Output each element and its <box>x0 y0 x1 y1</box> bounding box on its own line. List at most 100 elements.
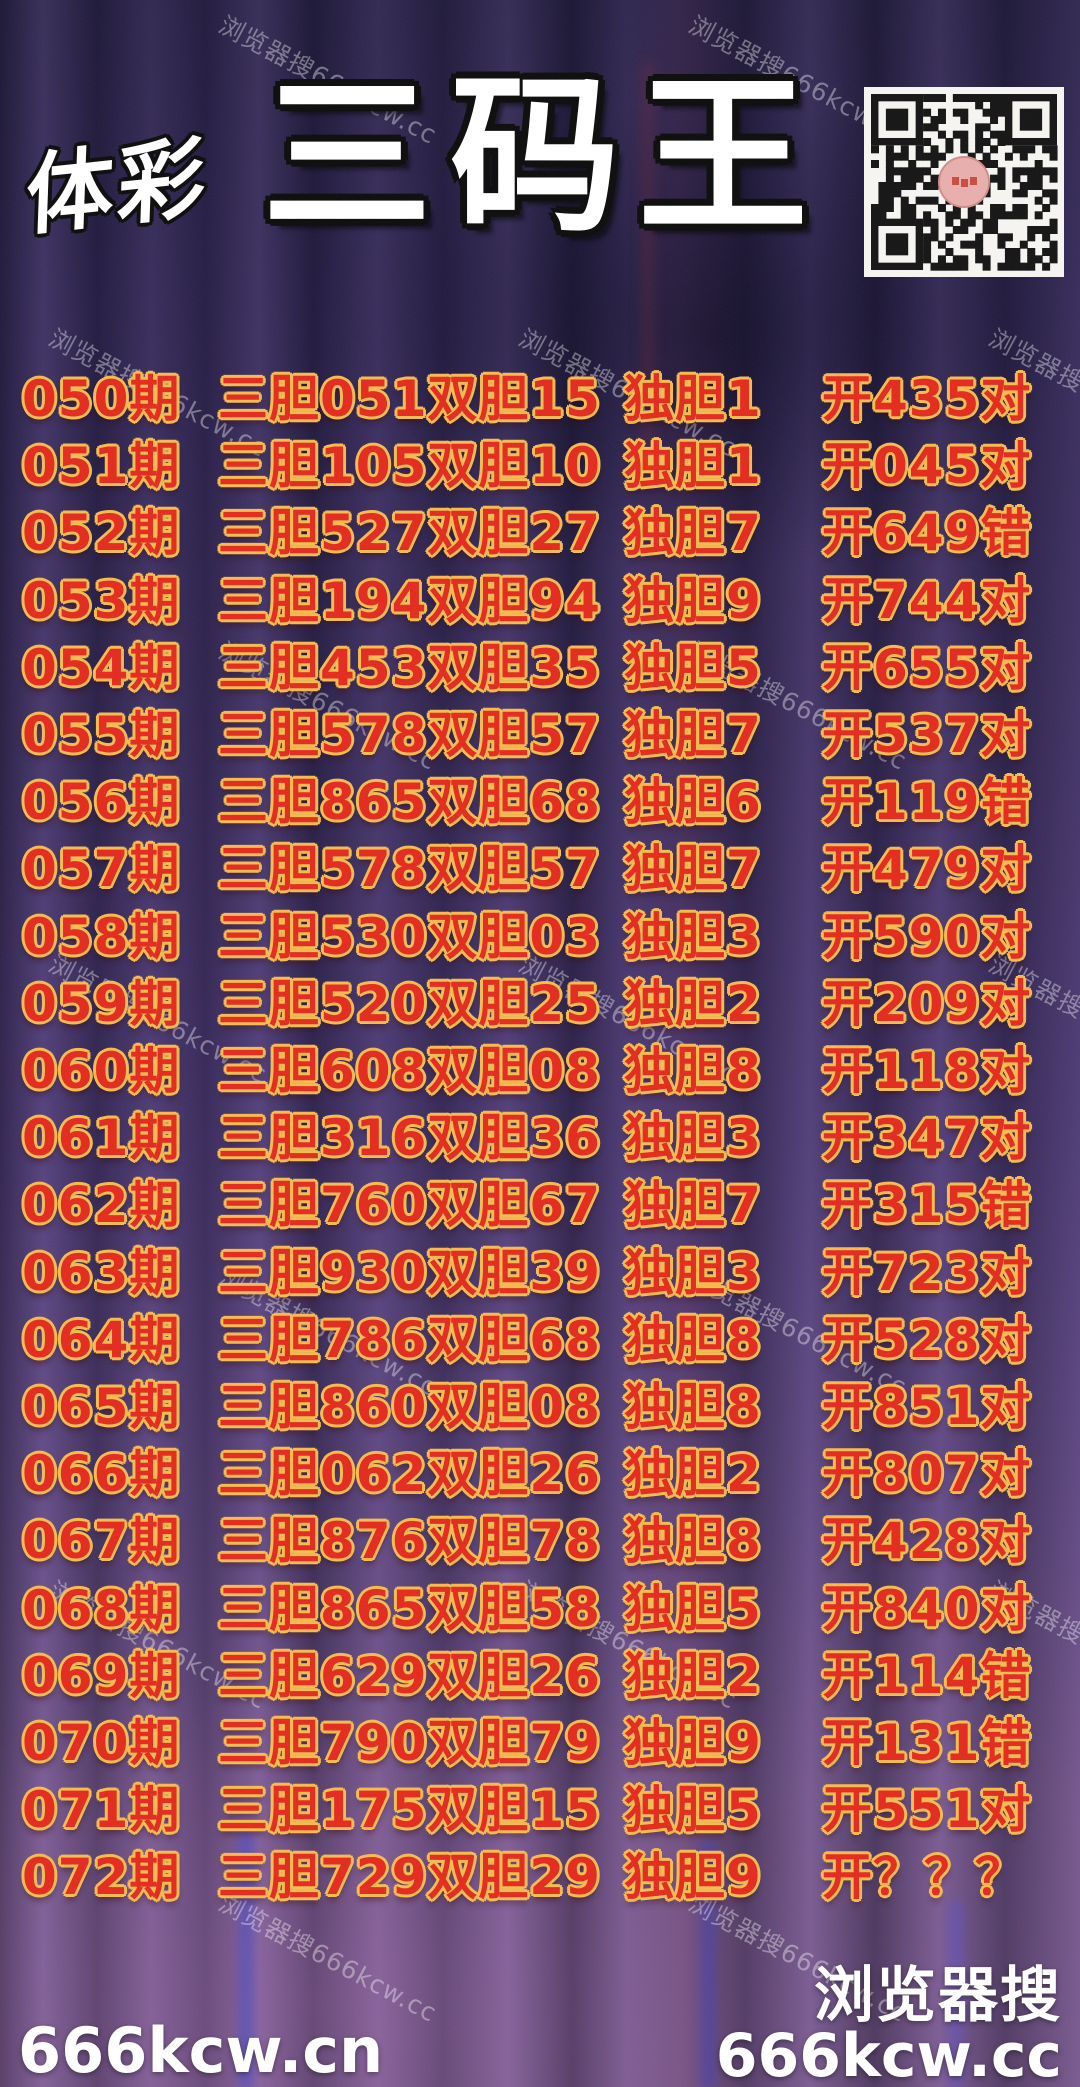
prediction-row: 068期 三胆865双胆58 独胆5 开840对 <box>0 1576 1080 1643</box>
dudan-cell: 独胆7 <box>624 840 762 899</box>
prediction-row: 070期 三胆790双胆79 独胆9 开131错 <box>0 1710 1080 1777</box>
result-cell: 开209对 <box>822 974 1032 1033</box>
sandan-shuangdan-cell: 三胆062双胆26 <box>218 1445 601 1504</box>
sandan-shuangdan-cell: 三胆608双胆08 <box>218 1042 601 1100</box>
result-cell: 开537对 <box>822 706 1032 764</box>
prediction-row: 072期 三胆729双胆29 独胆9 开？？？ <box>0 1844 1080 1911</box>
result-cell: 开118对 <box>822 1042 1032 1100</box>
sandan-shuangdan-cell: 三胆527双胆27 <box>218 504 601 563</box>
site-url-right: 浏览器搜 666kcw.cc <box>716 1966 1062 2086</box>
sandan-shuangdan-cell: 三胆316双胆36 <box>218 1109 601 1168</box>
period-cell: 066期 <box>22 1445 181 1504</box>
result-cell: 开649错 <box>822 504 1032 563</box>
dudan-cell: 独胆2 <box>624 1445 762 1504</box>
prediction-row: 052期 三胆527双胆27 独胆7 开649错 <box>0 500 1080 567</box>
prediction-row: 053期 三胆194双胆94 独胆9 开744对 <box>0 568 1080 635</box>
period-cell: 052期 <box>22 504 181 563</box>
period-cell: 072期 <box>22 1848 181 1907</box>
sandan-shuangdan-cell: 三胆760双胆67 <box>218 1176 601 1235</box>
sandan-shuangdan-cell: 三胆578双胆57 <box>218 840 601 899</box>
result-cell: 开114错 <box>822 1646 1032 1705</box>
dudan-cell: 独胆7 <box>624 504 762 563</box>
sandan-shuangdan-cell: 三胆790双胆79 <box>218 1714 601 1772</box>
result-cell: 开590对 <box>822 907 1032 966</box>
result-cell: 开807对 <box>822 1445 1032 1504</box>
period-cell: 068期 <box>22 1579 181 1638</box>
browser-search-label: 浏览器搜 <box>814 1961 1062 2031</box>
result-cell: 开528对 <box>822 1310 1032 1369</box>
result-cell: 开479对 <box>822 840 1032 899</box>
dudan-cell: 独胆7 <box>624 706 762 764</box>
dudan-cell: 独胆9 <box>624 1848 762 1907</box>
result-cell: 开851对 <box>822 1378 1032 1436</box>
period-cell: 055期 <box>22 706 181 764</box>
sandan-shuangdan-cell: 三胆520双胆25 <box>218 974 601 1033</box>
result-cell: 开655对 <box>822 638 1032 697</box>
sandan-shuangdan-cell: 三胆860双胆08 <box>218 1378 601 1436</box>
prediction-row: 057期 三胆578双胆57 独胆7 开479对 <box>0 836 1080 903</box>
sandan-shuangdan-cell: 三胆194双胆94 <box>218 571 601 630</box>
result-cell: 开？？？ <box>822 1848 1026 1907</box>
period-cell: 067期 <box>22 1512 181 1571</box>
period-cell: 056期 <box>22 773 181 832</box>
dudan-cell: 独胆5 <box>624 1781 762 1840</box>
prediction-row: 051期 三胆105双胆10 独胆1 开045对 <box>0 433 1080 500</box>
site-url-right-domain: 666kcw.cc <box>715 2021 1062 2087</box>
dudan-cell: 独胆3 <box>624 1109 762 1168</box>
result-cell: 开551对 <box>822 1781 1032 1840</box>
prediction-row: 062期 三胆760双胆67 独胆7 开315错 <box>0 1172 1080 1239</box>
dudan-cell: 独胆1 <box>624 370 762 428</box>
dudan-cell: 独胆2 <box>624 1646 762 1705</box>
sandan-shuangdan-cell: 三胆051双胆15 <box>218 370 601 428</box>
period-cell: 061期 <box>22 1109 181 1168</box>
prediction-row: 066期 三胆062双胆26 独胆2 开807对 <box>0 1441 1080 1508</box>
dudan-cell: 独胆8 <box>624 1512 762 1571</box>
sandan-shuangdan-cell: 三胆865双胆58 <box>218 1579 601 1638</box>
prediction-row: 063期 三胆930双胆39 独胆3 开723对 <box>0 1240 1080 1307</box>
sandan-shuangdan-cell: 三胆786双胆68 <box>218 1310 601 1369</box>
prediction-row: 058期 三胆530双胆03 独胆3 开590对 <box>0 904 1080 971</box>
period-cell: 054期 <box>22 638 181 697</box>
prediction-row: 065期 三胆860双胆08 独胆8 开851对 <box>0 1374 1080 1441</box>
result-cell: 开131错 <box>822 1714 1032 1772</box>
period-cell: 060期 <box>22 1042 181 1100</box>
dudan-cell: 独胆9 <box>624 571 762 630</box>
dudan-cell: 独胆7 <box>624 1176 762 1235</box>
site-url-left: 666kcw.cn <box>18 2014 384 2087</box>
prediction-row: 056期 三胆865双胆68 独胆6 开119错 <box>0 769 1080 836</box>
prediction-row: 059期 三胆520双胆25 独胆2 开209对 <box>0 971 1080 1038</box>
result-cell: 开045对 <box>822 437 1032 496</box>
dudan-cell: 独胆5 <box>624 638 762 697</box>
dudan-cell: 独胆1 <box>624 437 762 496</box>
sandan-shuangdan-cell: 三胆578双胆57 <box>218 706 601 764</box>
result-cell: 开428对 <box>822 1512 1032 1571</box>
sandan-shuangdan-cell: 三胆930双胆39 <box>218 1243 601 1302</box>
result-cell: 开744对 <box>822 571 1032 630</box>
sandan-shuangdan-cell: 三胆729双胆29 <box>218 1848 601 1907</box>
period-cell: 070期 <box>22 1714 181 1772</box>
sandan-shuangdan-cell: 三胆175双胆15 <box>218 1781 601 1840</box>
period-cell: 069期 <box>22 1646 181 1705</box>
dudan-cell: 独胆9 <box>624 1714 762 1772</box>
period-cell: 058期 <box>22 907 181 966</box>
dudan-cell: 独胆8 <box>624 1378 762 1436</box>
period-cell: 050期 <box>22 370 181 428</box>
period-cell: 071期 <box>22 1781 181 1840</box>
sandan-shuangdan-cell: 三胆876双胆78 <box>218 1512 601 1571</box>
period-cell: 064期 <box>22 1310 181 1369</box>
prediction-row: 061期 三胆316双胆36 独胆3 开347对 <box>0 1105 1080 1172</box>
result-cell: 开347对 <box>822 1109 1032 1168</box>
sandan-shuangdan-cell: 三胆865双胆68 <box>218 773 601 832</box>
sandan-shuangdan-cell: 三胆105双胆10 <box>218 437 601 496</box>
period-cell: 062期 <box>22 1176 181 1235</box>
period-cell: 057期 <box>22 840 181 899</box>
prediction-row: 064期 三胆786双胆68 独胆8 开528对 <box>0 1307 1080 1374</box>
period-cell: 051期 <box>22 437 181 496</box>
prediction-row: 054期 三胆453双胆35 独胆5 开655对 <box>0 635 1080 702</box>
result-cell: 开315错 <box>822 1176 1032 1235</box>
dudan-cell: 独胆8 <box>624 1042 762 1100</box>
result-cell: 开723对 <box>822 1243 1032 1302</box>
prediction-row: 060期 三胆608双胆08 独胆8 开118对 <box>0 1038 1080 1105</box>
